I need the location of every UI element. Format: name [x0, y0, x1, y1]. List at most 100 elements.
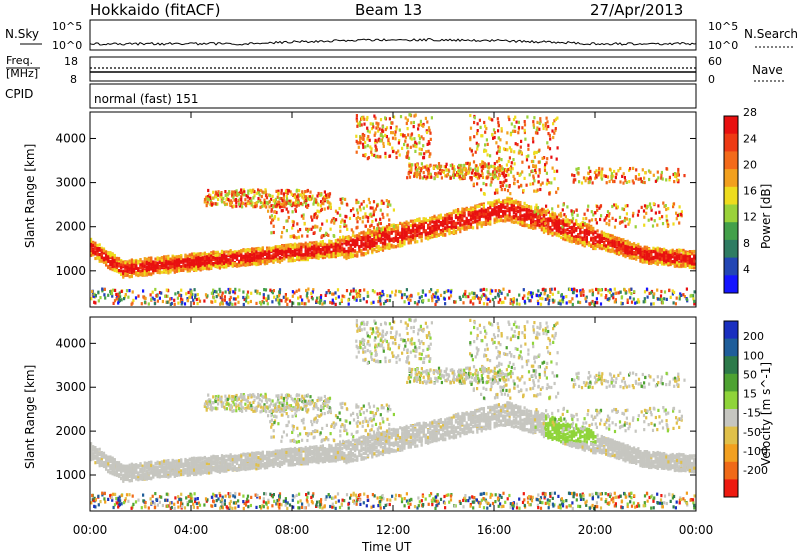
power-cell — [195, 254, 198, 258]
power-cell — [237, 199, 240, 203]
power-cell — [678, 257, 681, 261]
power-cell — [105, 263, 108, 267]
power-cell — [454, 209, 458, 213]
power-cell — [452, 222, 455, 226]
power-cell — [291, 234, 294, 238]
power-cell — [366, 249, 370, 253]
power-cell — [429, 220, 432, 224]
power-cell — [391, 146, 394, 150]
power-cell — [487, 211, 490, 215]
power-cell — [269, 194, 272, 198]
power-cell — [684, 262, 687, 266]
power-cell — [654, 248, 657, 252]
power-cell — [425, 129, 428, 133]
power-cell — [393, 115, 396, 119]
power-cell — [420, 232, 423, 236]
power-cell — [551, 228, 554, 232]
power-cell — [295, 236, 298, 240]
power-cell — [684, 256, 687, 260]
power-cell — [379, 139, 382, 143]
power-cell — [318, 210, 321, 214]
power-cell — [427, 149, 430, 153]
power-cell — [210, 201, 213, 205]
power-cell — [308, 253, 312, 257]
power-cell — [652, 246, 655, 250]
power-cell — [688, 250, 691, 254]
power-cell — [314, 212, 317, 216]
power-cell — [592, 226, 595, 230]
power-cell — [311, 218, 314, 222]
power-cell — [241, 193, 244, 197]
power-cell — [396, 239, 400, 243]
power-cell — [233, 253, 236, 257]
power-cell — [432, 166, 435, 170]
power-cell — [294, 207, 297, 212]
power-cell — [360, 239, 363, 243]
power-cell — [686, 252, 689, 256]
power-cell — [626, 253, 629, 257]
power-cell — [102, 248, 106, 252]
power-cell — [446, 228, 449, 232]
power-cell — [398, 139, 401, 143]
power-cell — [120, 260, 123, 264]
power-cell — [326, 243, 329, 247]
power-cell — [385, 199, 388, 203]
power-cell — [476, 226, 479, 230]
power-cell — [111, 264, 114, 268]
power-cell — [566, 235, 569, 239]
power-cell — [414, 219, 417, 223]
power-cell — [414, 230, 417, 234]
power-cell — [478, 204, 481, 208]
power-cell — [613, 243, 616, 247]
power-cell — [508, 218, 511, 222]
power-cell — [313, 215, 316, 219]
power-cell — [358, 205, 361, 209]
power-cell — [167, 259, 170, 263]
power-cell — [560, 221, 563, 225]
power-cell — [246, 195, 249, 199]
power-cell — [414, 224, 417, 228]
power-cell — [693, 265, 696, 270]
power-cell — [530, 215, 533, 219]
power-cell — [304, 249, 307, 253]
power-cell — [365, 117, 369, 122]
power-cell — [392, 244, 395, 248]
power-cell — [536, 209, 539, 213]
power-cell — [448, 217, 451, 221]
power-cell — [291, 203, 295, 207]
power-cell — [491, 208, 494, 212]
power-cell — [152, 271, 155, 275]
power-cell — [266, 260, 269, 264]
nsky-tick-bottom: 10^0 — [52, 39, 82, 52]
power-cell — [313, 241, 316, 245]
power-cell — [422, 230, 425, 234]
power-cell — [100, 246, 103, 250]
power-cell — [622, 249, 625, 253]
power-cell — [291, 226, 294, 230]
power-cell — [223, 258, 226, 262]
power-cell — [375, 140, 379, 144]
power-cell — [379, 236, 382, 240]
power-cell — [285, 251, 288, 255]
power-cell — [287, 210, 290, 214]
power-cell — [568, 234, 571, 238]
power-cell — [656, 248, 659, 252]
power-cell — [388, 223, 391, 227]
power-cell — [678, 262, 681, 266]
power-cell — [349, 243, 352, 247]
power-cell — [220, 200, 224, 204]
power-cell — [371, 240, 374, 245]
power-cell — [374, 116, 377, 120]
power-cell — [323, 254, 327, 258]
power-cell — [287, 256, 290, 260]
power-cell — [334, 254, 337, 258]
power-cell — [660, 253, 664, 257]
power-cell — [302, 196, 305, 200]
power-cell — [169, 269, 172, 273]
power-cell — [300, 242, 303, 246]
power-cell — [135, 261, 138, 265]
power-cell — [506, 218, 509, 222]
power-cell — [292, 220, 295, 224]
power-cell — [560, 219, 563, 223]
power-cell — [279, 205, 282, 209]
